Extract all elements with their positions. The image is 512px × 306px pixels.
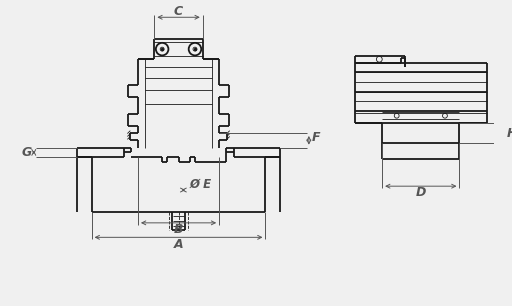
Text: H: H [506,127,512,140]
Text: B: B [174,223,183,236]
Text: C: C [174,5,183,18]
Text: F: F [311,131,320,144]
Text: G: G [22,146,32,159]
Text: D: D [416,186,426,200]
Text: A: A [174,237,183,251]
Text: Ø E: Ø E [189,178,212,191]
